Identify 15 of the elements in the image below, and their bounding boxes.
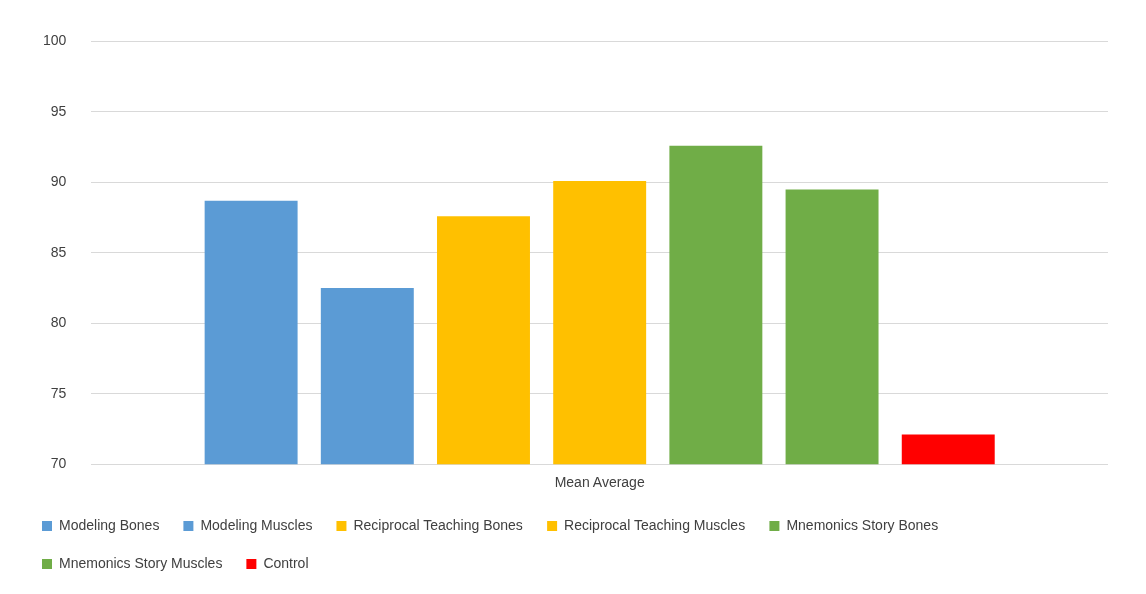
x-tick-label: Mean Average (554, 474, 645, 491)
legend-label: Modeling Muscles (200, 516, 313, 533)
legend-label: Control (263, 554, 309, 571)
y-tick-label: 85 (50, 243, 67, 260)
legend-label: Mnemonics Story Bones (786, 516, 939, 533)
y-tick-label: 80 (50, 314, 67, 331)
legend-label: Reciprocal Teaching Bones (353, 516, 523, 533)
y-tick-label: 90 (50, 173, 67, 190)
legend-label: Modeling Bones (59, 516, 160, 533)
y-tick-label: 70 (50, 455, 67, 472)
legend-label: Mnemonics Story Muscles (59, 554, 223, 571)
y-tick-label: 95 (50, 102, 67, 119)
y-tick-label: 100 (43, 32, 67, 49)
legend-label: Reciprocal Teaching Muscles (564, 516, 746, 533)
y-tick-label: 75 (50, 384, 67, 401)
